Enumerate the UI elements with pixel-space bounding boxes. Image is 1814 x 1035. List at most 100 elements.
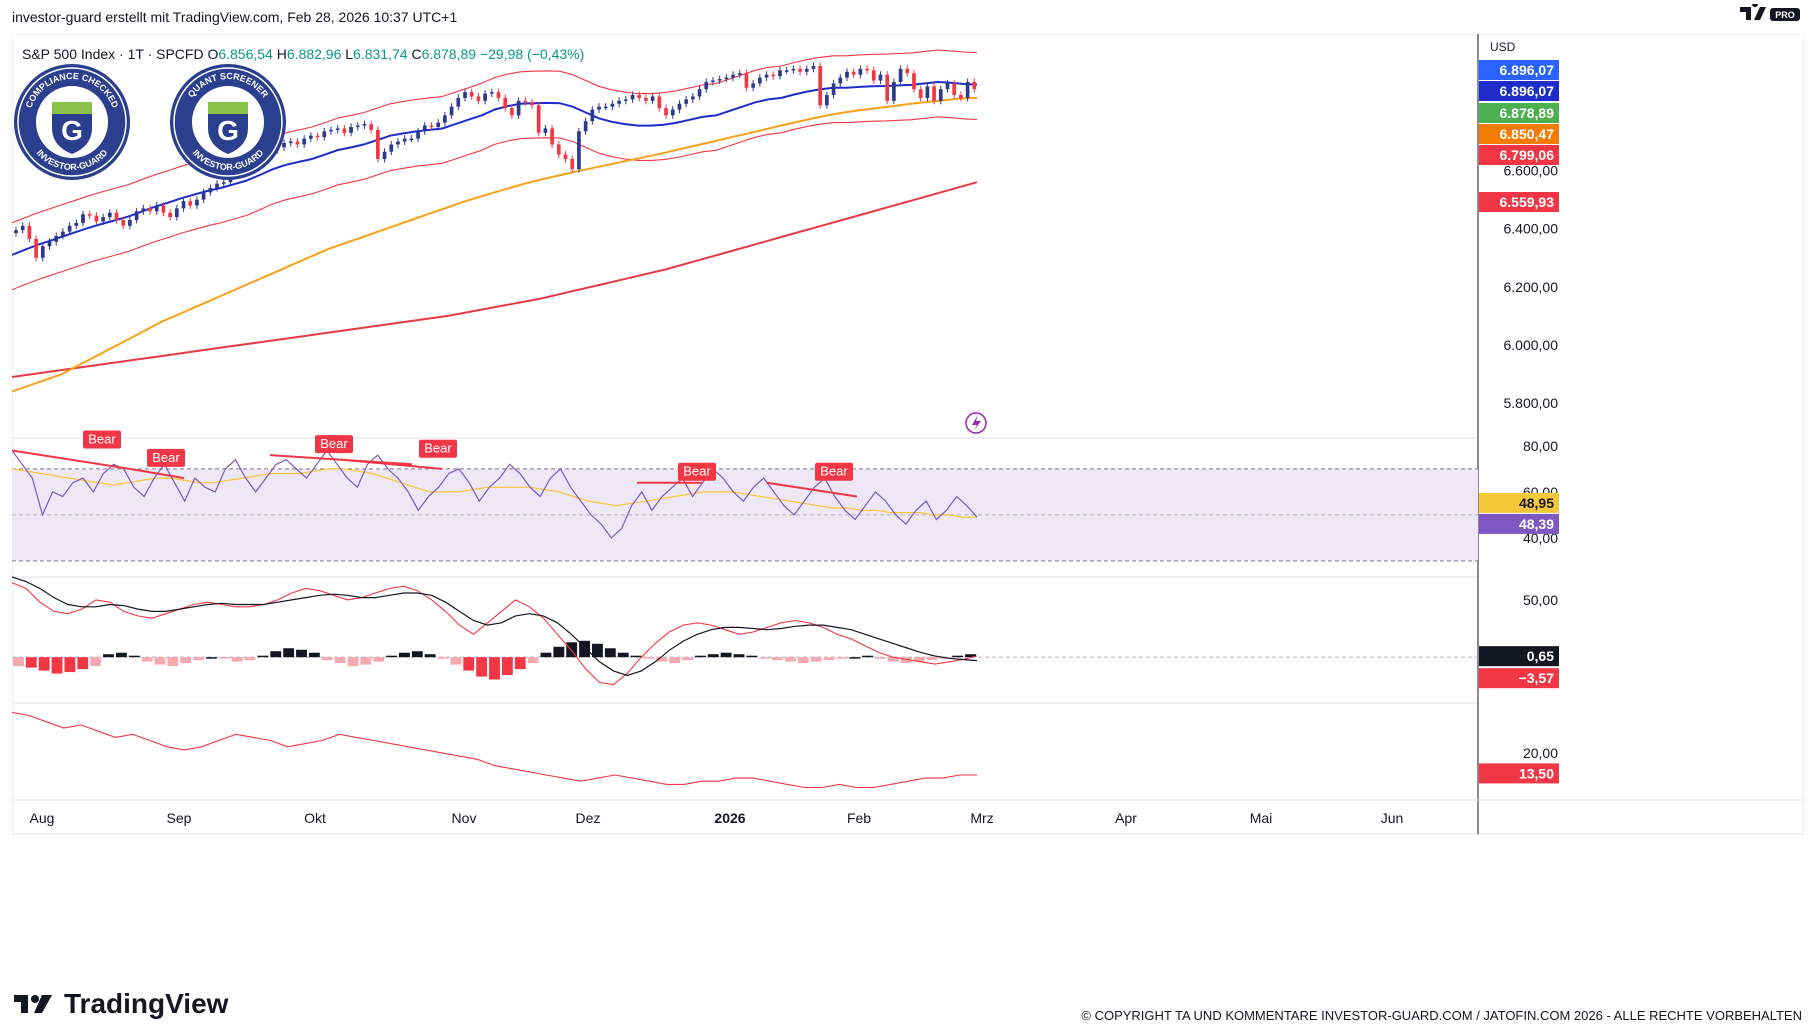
price-pill: 6.799,06 xyxy=(1479,145,1559,165)
candle-body xyxy=(335,128,340,130)
candle-body xyxy=(489,92,494,94)
pro-badge-bg xyxy=(1770,8,1800,21)
macd-histogram-bar xyxy=(411,651,423,658)
bollinger-lower-line xyxy=(12,116,978,291)
macd-histogram-bar xyxy=(180,657,192,664)
candle-body xyxy=(20,225,25,231)
macd-histogram-bar xyxy=(90,657,102,667)
candle-body xyxy=(811,65,816,69)
macd-histogram-bar xyxy=(553,646,565,658)
macd-histogram-bar xyxy=(347,657,359,667)
price-axis[interactable]: USD 6.600,00 6.400,00 6.200,00 6.000,00 5.800… xyxy=(1479,40,1559,784)
candle-body xyxy=(402,138,407,142)
bear-label: Bear xyxy=(83,430,121,449)
candle-body xyxy=(858,68,863,75)
candle-body xyxy=(74,222,79,226)
candle-body xyxy=(664,108,668,116)
time-axis[interactable]: Aug Sep Okt Nov Dez 2026 Feb Mrz Apr Mai Jun xyxy=(30,810,1404,826)
volatility-pill: 13,50 xyxy=(1479,763,1559,784)
chart-area[interactable]: Bear Bear Bear Bear Bear Bear USD 6.600,00 6.40… xyxy=(12,34,1804,966)
chart-border xyxy=(12,34,1804,835)
candle-body xyxy=(637,95,642,98)
macd-signal-line xyxy=(12,576,978,677)
candle-body xyxy=(771,74,776,77)
macd-histogram-bar xyxy=(926,657,938,661)
candle-body xyxy=(282,142,286,148)
candle-body xyxy=(496,92,501,98)
price-pill-text: 6.896,07 xyxy=(1500,83,1555,99)
macd-histogram-bar xyxy=(103,654,114,658)
macd-histogram-bar xyxy=(283,648,295,658)
macd-histogram-bar xyxy=(206,657,217,659)
candle-body xyxy=(644,97,648,101)
rsi-line xyxy=(12,449,978,539)
candle-body xyxy=(134,211,139,221)
candle-body xyxy=(556,144,561,155)
candle-body xyxy=(422,125,427,132)
candle-body xyxy=(67,225,72,232)
macd-histogram-bar xyxy=(476,657,488,677)
candle-body xyxy=(476,96,481,101)
tradingview-footer-logo[interactable]: TradingView xyxy=(14,988,229,1019)
chart-header-title: investor-guard erstellt mit TradingView.… xyxy=(12,9,458,25)
price-pill-text: 6.559,93 xyxy=(1500,194,1555,210)
candle-body xyxy=(416,131,420,139)
candle-body xyxy=(898,68,903,82)
price-pane[interactable] xyxy=(12,49,987,434)
copyright-notice: © COPYRIGHT TA UND KOMMENTARE INVESTOR-G… xyxy=(1081,1008,1802,1023)
candle-body xyxy=(362,124,367,126)
candle-body xyxy=(530,102,534,106)
ohlc-legend: S&P 500 Index · 1T · SPCFD O6.856,54 H6.… xyxy=(22,46,584,62)
rsi-pane[interactable]: Bear Bear Bear Bear Bear Bear xyxy=(12,430,1478,562)
bear-label-bg xyxy=(815,462,853,481)
candle-body xyxy=(791,68,796,71)
macd-histogram-bar xyxy=(900,657,912,664)
rsi-ma-pill-text: 48,95 xyxy=(1519,495,1554,511)
candle-body xyxy=(731,74,735,78)
macd-histogram-bar xyxy=(373,657,385,662)
bear-label-bg xyxy=(83,430,121,449)
bear-label-text: Bear xyxy=(820,464,848,479)
time-tick-label: Nov xyxy=(452,810,477,826)
macd-pane[interactable] xyxy=(12,576,1478,686)
price-pill: 6.896,07 xyxy=(1479,60,1559,80)
time-tick-label: Aug xyxy=(30,810,55,826)
macd-histogram-bar xyxy=(707,654,719,658)
candle-body xyxy=(892,81,896,101)
bear-divergence-line xyxy=(341,458,443,470)
candle-body xyxy=(14,230,18,234)
candle-body xyxy=(818,65,823,106)
macd-histogram-bar xyxy=(64,657,76,673)
macd-histogram-bar xyxy=(785,657,796,662)
macd-signal-pill-bg xyxy=(1479,668,1559,689)
macd-histogram-bar xyxy=(463,657,475,671)
candle-body xyxy=(188,201,193,206)
macd-histogram-bar xyxy=(231,657,243,662)
macd-histogram-bar xyxy=(965,654,976,658)
low-label: L xyxy=(345,46,354,62)
macd-histogram-bar xyxy=(514,657,526,670)
tradingview-logo-icon xyxy=(14,995,52,1013)
low-value: 6.831,74 xyxy=(353,46,408,62)
candle-body xyxy=(409,138,414,141)
time-tick-label: 2026 xyxy=(714,810,745,826)
macd-histogram-bar xyxy=(218,657,230,659)
open-value: 6.856,54 xyxy=(218,46,273,62)
macd-histogram-bar xyxy=(823,657,835,661)
volatility-line xyxy=(12,711,977,789)
price-tick-label: 6.400,00 xyxy=(1504,221,1559,237)
volatility-pane[interactable] xyxy=(12,711,977,789)
bear-label: Bear xyxy=(419,439,457,458)
candle-body xyxy=(34,238,38,258)
candle-body xyxy=(302,138,307,145)
macd-histogram-bar xyxy=(682,657,693,661)
symbol-label[interactable]: S&P 500 Index · 1T · SPCFD xyxy=(22,46,204,62)
tradingview-logo-text: TradingView xyxy=(64,988,229,1019)
macd-pill-text: 0,65 xyxy=(1527,648,1554,664)
price-tick-label: 6.600,00 xyxy=(1504,163,1559,179)
macd-histogram-bar xyxy=(296,649,307,658)
bear-label-bg xyxy=(419,439,457,458)
candle-body xyxy=(449,106,454,116)
bear-divergence-line xyxy=(129,467,185,480)
candle-body xyxy=(376,129,380,159)
